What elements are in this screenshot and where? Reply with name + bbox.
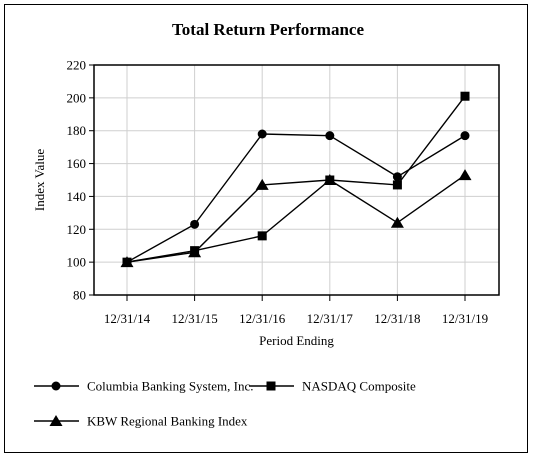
data-point: [458, 169, 472, 181]
chart-frame: [4, 4, 528, 453]
y-tick-label: 80: [73, 288, 86, 303]
data-point: [257, 231, 267, 241]
y-tick-label: 160: [67, 156, 87, 171]
data-point: [323, 174, 337, 185]
legend-marker: [266, 381, 276, 391]
series-lines: [120, 91, 472, 268]
series-circle: [122, 129, 470, 267]
data-point: [257, 129, 267, 139]
legend-marker: [51, 381, 61, 391]
y-axis-label: Index Value: [32, 149, 47, 211]
legend-item: KBW Regional Banking Index: [34, 414, 248, 429]
data-point: [255, 178, 269, 190]
chart-title: Total Return Performance: [172, 20, 364, 39]
y-tick-label: 180: [67, 123, 87, 138]
legend: Columbia Banking System, Inc. NASDAQ Comp…: [34, 379, 416, 429]
data-point: [390, 216, 404, 228]
data-point: [325, 131, 335, 141]
x-axis-label: Period Ending: [259, 333, 334, 348]
data-point: [190, 219, 200, 229]
y-tick-label: 120: [67, 222, 87, 237]
data-point: [188, 246, 202, 258]
x-axis-ticks: 12/31/14 12/31/15 12/31/16 12/31/17 12/31/18…: [104, 295, 488, 326]
series-triangle: [120, 169, 472, 268]
data-point: [460, 131, 470, 141]
data-point: [392, 180, 402, 190]
y-tick-label: 100: [67, 255, 87, 270]
y-tick-label: 140: [67, 189, 87, 204]
series-square: [122, 91, 470, 267]
legend-label: Columbia Banking System, Inc.: [87, 379, 253, 394]
x-tick-label: 12/31/17: [307, 311, 354, 326]
data-point: [120, 256, 134, 268]
series-line: [126, 95, 466, 263]
legend-label: NASDAQ Composite: [302, 379, 416, 394]
legend-label: KBW Regional Banking Index: [87, 414, 248, 429]
series-line: [126, 133, 466, 263]
y-tick-label: 200: [67, 90, 87, 105]
y-tick-label: 220: [67, 58, 87, 73]
x-tick-label: 12/31/14: [104, 311, 151, 326]
data-point: [460, 91, 470, 101]
data-point: [392, 172, 402, 182]
legend-item: Columbia Banking System, Inc.: [34, 379, 253, 394]
legend-item: NASDAQ Composite: [249, 379, 416, 394]
x-tick-label: 12/31/15: [171, 311, 217, 326]
plot-area: [93, 64, 500, 296]
gridlines: [94, 64, 499, 296]
legend-marker: [49, 415, 63, 426]
x-tick-label: 12/31/19: [442, 311, 488, 326]
y-axis-ticks: 80 100 120 140 160 180 200 220: [67, 58, 94, 303]
x-tick-label: 12/31/16: [239, 311, 286, 326]
x-tick-label: 12/31/18: [374, 311, 420, 326]
series-line: [126, 174, 466, 263]
